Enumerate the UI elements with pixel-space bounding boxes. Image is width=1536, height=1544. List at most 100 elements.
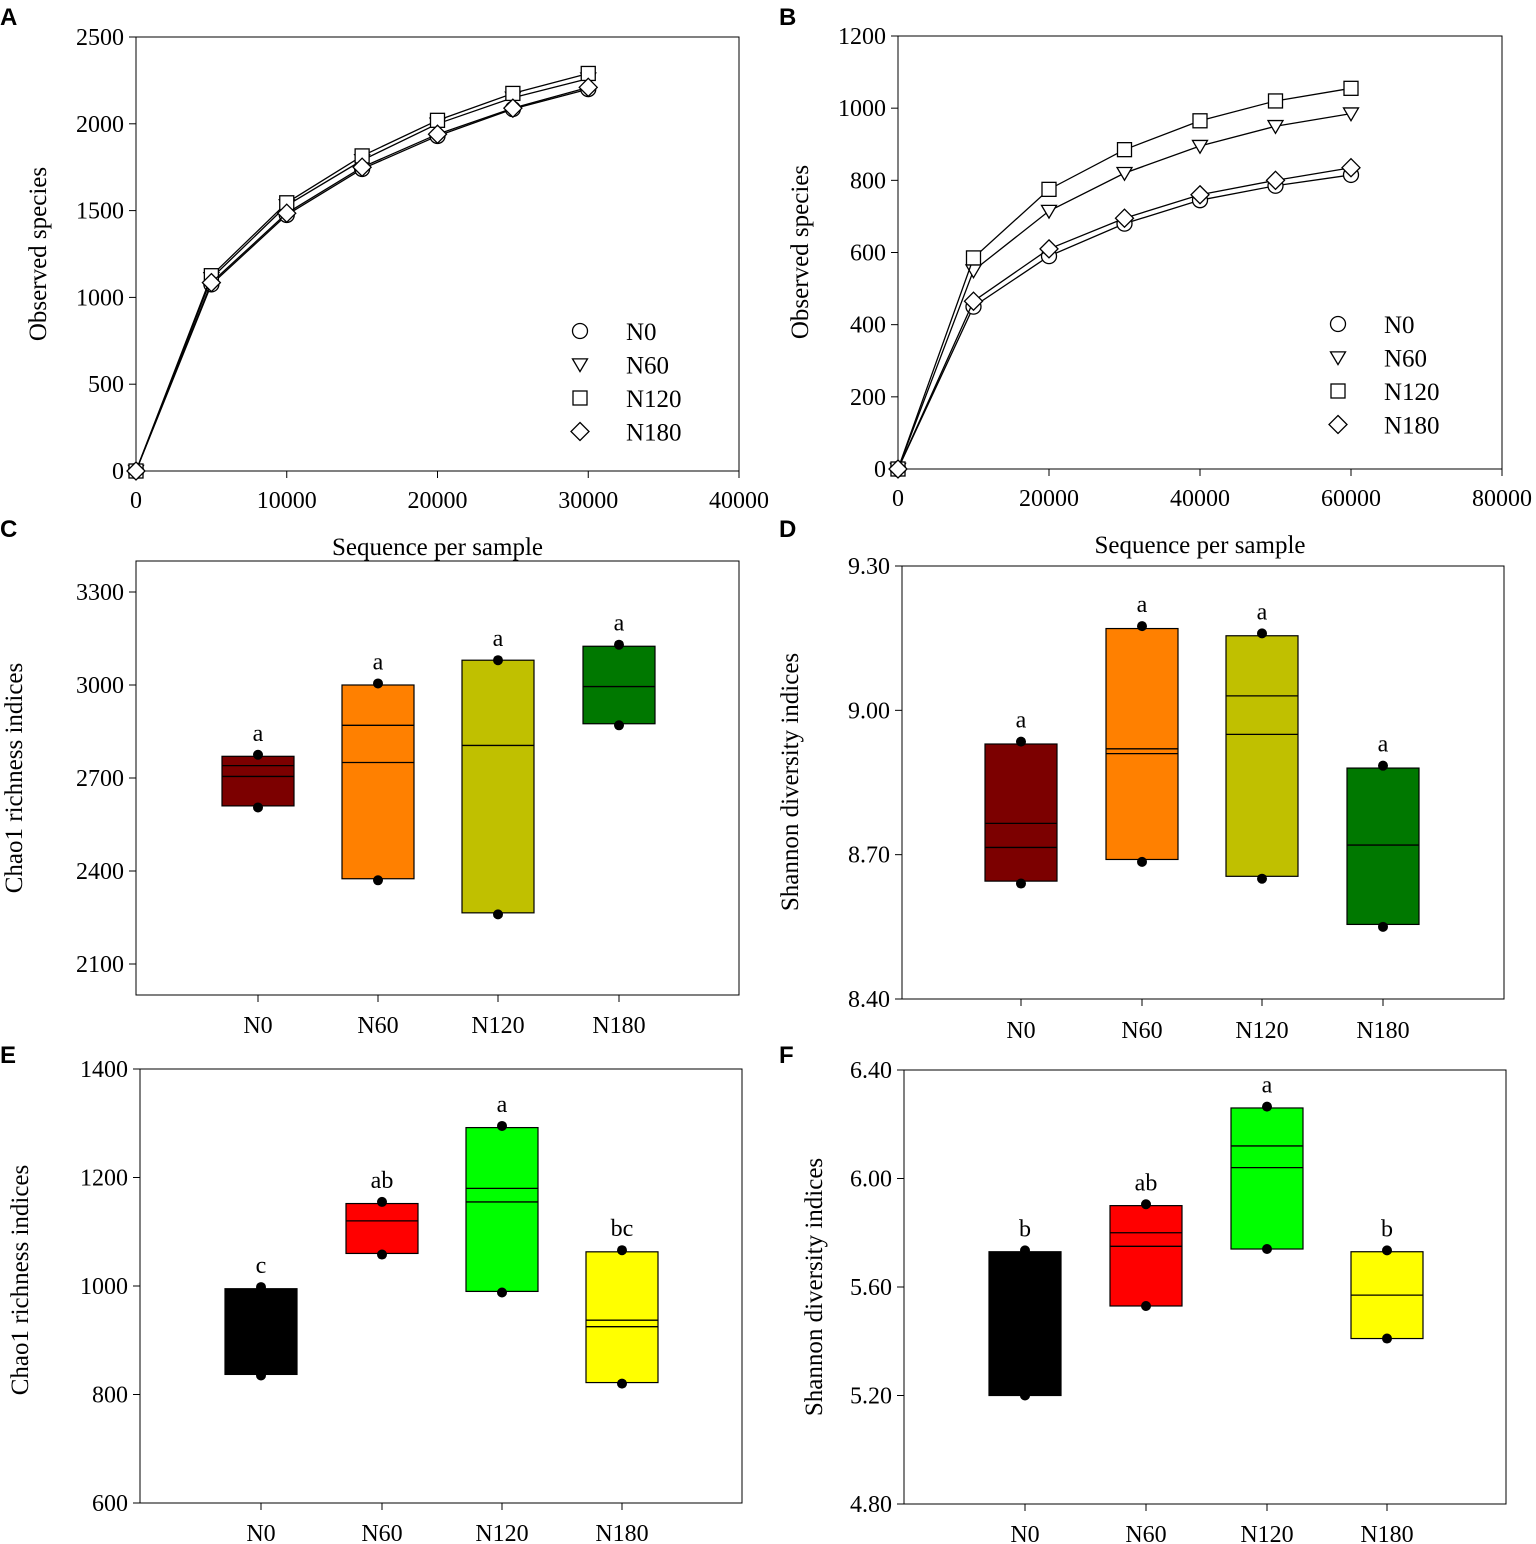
box-body	[345, 1202, 419, 1255]
y-tick-label: 6.00	[850, 1167, 892, 1193]
legend-marker	[1328, 414, 1348, 435]
box-n60: a	[1105, 592, 1179, 867]
x-tick-label: N0	[1010, 1522, 1039, 1544]
outlier-min-point	[1382, 1333, 1392, 1344]
x-tick-label: N60	[357, 1013, 398, 1039]
box-body	[341, 684, 415, 880]
panel-label: D	[779, 516, 796, 543]
series-n180: N180	[888, 157, 1440, 479]
y-tick-label: 3000	[76, 673, 124, 699]
x-tick-label: N120	[471, 1013, 524, 1039]
significance-letter: bc	[611, 1216, 634, 1242]
outlier-min-point	[497, 1287, 507, 1298]
outlier-min-point	[1378, 921, 1388, 932]
legend-marker	[1329, 351, 1347, 366]
outlier-min-point	[1016, 878, 1026, 889]
legend-marker	[570, 421, 590, 442]
y-tick-label: 1000	[80, 1274, 128, 1300]
x-tick-label: N0	[246, 1521, 275, 1544]
x-tick-label: 0	[130, 488, 142, 514]
data-point	[1265, 170, 1286, 191]
panel-label: A	[0, 4, 17, 31]
outlier-max-point	[253, 749, 263, 760]
significance-letter: b	[1381, 1216, 1393, 1242]
y-tick-label: 400	[850, 313, 886, 339]
legend-label: N60	[1384, 346, 1427, 373]
outlier-min-point	[493, 909, 503, 920]
outlier-max-point	[497, 1120, 507, 1131]
data-point	[1041, 181, 1057, 198]
outlier-max-point	[1141, 1199, 1151, 1210]
box-body	[582, 645, 656, 725]
box-n120: a	[1225, 599, 1299, 884]
box-n0: a	[221, 721, 295, 813]
significance-letter: ab	[1135, 1170, 1158, 1196]
series-n120: N120	[128, 65, 682, 479]
legend-marker	[1329, 315, 1347, 333]
significance-letter: a	[614, 611, 625, 637]
significance-letter: a	[1262, 1073, 1273, 1099]
data-point	[965, 250, 982, 266]
x-tick-label: 40000	[1170, 486, 1230, 512]
x-tick-label: N0	[1006, 1018, 1035, 1044]
data-point	[1192, 113, 1208, 129]
y-tick-label: 600	[850, 241, 886, 267]
significance-letter: a	[373, 649, 384, 675]
data-point	[1191, 139, 1209, 155]
panel-c: C 2100 2400 2700 3000 3300 Chao1 richness indi…	[0, 516, 740, 1039]
panel-f: F 4.80 5.20 5.60 6.00 6.40 Shannon diversity i…	[779, 1042, 1507, 1544]
legend-label: N0	[1384, 312, 1415, 339]
y-tick-label: 1000	[838, 96, 886, 122]
box-n120: a	[1230, 1073, 1304, 1255]
y-tick-label: 1200	[80, 1166, 128, 1192]
data-point	[502, 98, 523, 119]
significance-letter: a	[1378, 732, 1389, 758]
y-tick-label: 600	[92, 1491, 128, 1517]
outlier-max-point	[1257, 628, 1267, 639]
legend-label: N120	[626, 386, 682, 413]
y-tick-label: 9.00	[848, 698, 890, 724]
x-tick-label: 30000	[558, 488, 618, 514]
outlier-max-point	[373, 678, 383, 689]
y-tick-label: 8.70	[848, 843, 890, 869]
outlier-min-point	[1262, 1244, 1272, 1255]
series-n180: N180	[126, 77, 682, 481]
outlier-max-point	[614, 639, 624, 650]
legend-label: N180	[626, 420, 682, 447]
x-tick-label: N120	[1240, 1522, 1293, 1544]
y-tick-label: 2100	[76, 952, 124, 978]
data-point	[1114, 208, 1135, 229]
y-tick-label: 1500	[76, 199, 124, 225]
x-tick-label: N180	[595, 1521, 648, 1544]
x-tick-label: N60	[1121, 1018, 1162, 1044]
outlier-min-point	[617, 1378, 627, 1389]
significance-letter: b	[1019, 1216, 1031, 1242]
y-axis-label: Chao1 richness indices	[7, 1165, 34, 1396]
legend-marker	[571, 322, 589, 340]
y-tick-label: 2700	[76, 766, 124, 792]
legend-marker	[572, 390, 588, 406]
panel-d: D 8.40 8.70 9.00 9.30 Shannon diversity indic…	[777, 516, 1505, 1044]
box-body	[221, 755, 295, 807]
data-point	[1115, 166, 1134, 182]
y-tick-label: 0	[874, 457, 886, 483]
box-n60: a	[341, 649, 415, 886]
box-body	[461, 659, 535, 914]
x-axis-label: Sequence per sample	[1094, 532, 1305, 559]
y-tick-label: 2500	[76, 25, 124, 51]
legend-label: N60	[626, 353, 669, 380]
box-n120: a	[461, 626, 535, 920]
x-tick-label: N120	[1235, 1018, 1288, 1044]
outlier-max-point	[1262, 1101, 1272, 1112]
y-tick-label: 9.30	[848, 554, 890, 580]
x-tick-label: 80000	[1472, 486, 1532, 512]
outlier-max-point	[256, 1282, 266, 1293]
y-tick-label: 2000	[76, 112, 124, 138]
legend-marker	[571, 358, 589, 373]
significance-letter: a	[1257, 599, 1268, 625]
legend-label: N120	[1384, 379, 1440, 406]
data-point	[1190, 184, 1210, 205]
data-point	[427, 124, 448, 145]
legend-marker	[1330, 383, 1346, 399]
